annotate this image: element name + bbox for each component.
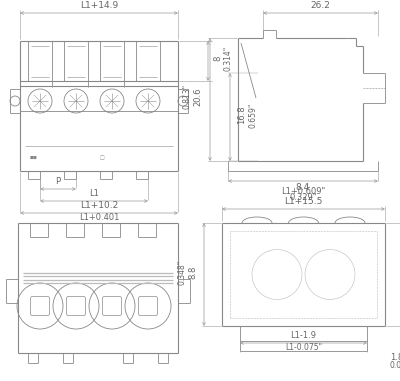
- Text: 1.8: 1.8: [390, 354, 400, 362]
- Text: 20.6: 20.6: [194, 87, 202, 106]
- Bar: [230, 231, 377, 318]
- Text: ■■: ■■: [30, 156, 38, 160]
- Text: 8.8: 8.8: [188, 266, 198, 279]
- Text: L1-1.9: L1-1.9: [290, 331, 316, 341]
- Text: L1: L1: [89, 189, 99, 199]
- Text: L1+14.9: L1+14.9: [80, 2, 118, 11]
- Text: 0.659": 0.659": [248, 102, 258, 128]
- Text: 0.071": 0.071": [390, 362, 400, 370]
- Text: 8.4: 8.4: [296, 184, 310, 192]
- Text: 8: 8: [214, 55, 222, 61]
- Text: L1+0.586: L1+0.586: [79, 0, 119, 2]
- Text: 0.329": 0.329": [289, 192, 317, 202]
- Text: L1+0.401: L1+0.401: [79, 213, 119, 221]
- Text: 26.2: 26.2: [310, 0, 330, 10]
- Text: 0.813": 0.813": [182, 84, 192, 109]
- Text: L1+15.5: L1+15.5: [284, 197, 323, 205]
- Text: L1+0.609": L1+0.609": [281, 187, 326, 197]
- Text: 0.348": 0.348": [178, 260, 186, 285]
- Text: 16.8: 16.8: [238, 106, 246, 124]
- Text: L1-0.075": L1-0.075": [285, 343, 322, 352]
- Text: L1+10.2: L1+10.2: [80, 202, 118, 210]
- Text: 0.314": 0.314": [224, 45, 232, 70]
- Text: P: P: [56, 178, 60, 187]
- Text: □: □: [100, 155, 105, 160]
